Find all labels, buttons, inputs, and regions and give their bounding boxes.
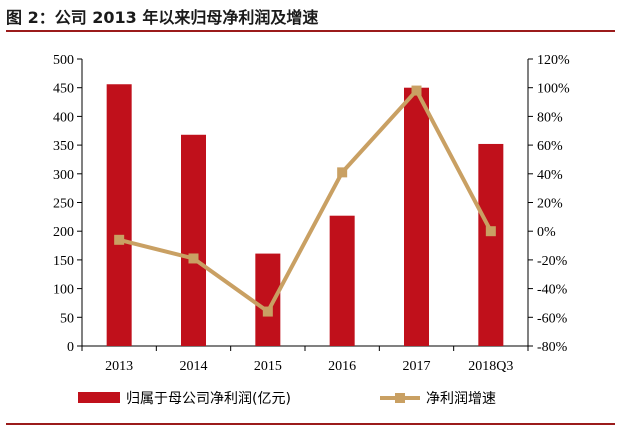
legend-line-marker [395,393,405,403]
bottom-rule [6,423,615,425]
bar [255,253,281,346]
line-point [485,226,496,237]
bar [106,84,132,347]
y-left-tick-label: 50 [60,311,74,326]
line-point [188,253,199,264]
y-right-tick-label: 120% [537,53,570,68]
line-point [114,234,125,245]
growth-line [118,88,493,314]
line-series [114,85,496,317]
x-tick-label: 2013 [105,359,133,374]
y-right-tick-label: -20% [537,254,568,269]
y-left-tick-label: 0 [67,340,74,355]
y-right-tick-label: -40% [537,283,568,298]
y-left-tick-label: 350 [53,139,74,154]
bar [404,87,429,346]
x-tick-label: 2014 [180,359,208,374]
y-left-tick-label: 450 [53,82,74,97]
axes: 0 50 100 150 200 250 300 350 400 450 500 -80% -60% -4… [53,53,570,374]
y-right-tick-label: 60% [537,139,563,154]
x-tick-label: 2016 [328,359,356,374]
y-right-tick-label: -80% [537,340,568,355]
y-right-tick-label: 80% [537,110,563,125]
legend: 归属于母公司净利润(亿元) 净利润增速 [78,390,496,407]
line-point [337,167,348,178]
x-tick-label: 2017 [403,359,431,374]
y-right-tick-label: 0% [537,225,556,240]
legend-bar-swatch [78,392,120,403]
y-left-tick-label: 300 [53,168,74,183]
y-right-tick-label: 100% [537,82,570,97]
y-left-tick-label: 200 [53,225,74,240]
y-right-tick-label: 40% [537,168,563,183]
figure-title: 图 2：公司 2013 年以来归母净利润及增速 [6,8,319,27]
y-left-tick-label: 150 [53,254,74,269]
y-left-tick-label: 500 [53,53,74,68]
bar [181,134,206,346]
x-tick-label: 2015 [254,359,282,374]
y-right-tick-label: -60% [537,311,568,326]
legend-line-label: 净利润增速 [426,391,496,407]
y-left-tick-label: 400 [53,110,74,125]
bar-series [106,84,504,347]
title-rule [6,30,615,32]
bar [478,143,504,346]
y-right-tick-label: 20% [537,197,563,212]
y-left-tick-label: 250 [53,197,74,212]
y-left-tick-label: 100 [53,283,74,298]
line-point [411,85,422,96]
x-tick-label: 2018Q3 [468,359,513,374]
legend-bar-label: 归属于母公司净利润(亿元) [126,390,291,407]
bar [329,215,355,346]
line-point [262,306,273,317]
